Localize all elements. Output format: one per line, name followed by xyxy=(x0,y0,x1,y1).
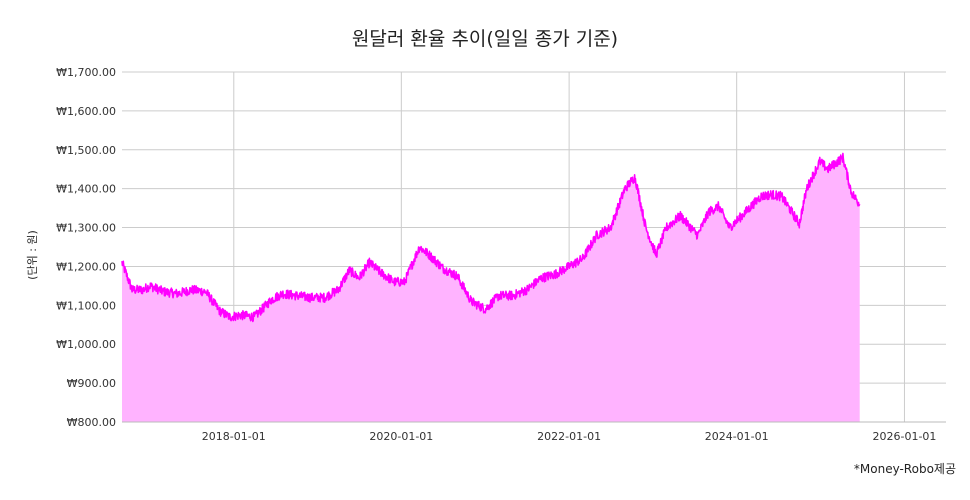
x-tick-label: 2026-01-01 xyxy=(872,430,936,443)
y-tick-label: ₩1,100.00 xyxy=(56,299,116,312)
x-tick-label: 2020-01-01 xyxy=(369,430,433,443)
y-tick-label: ₩900.00 xyxy=(67,377,116,390)
y-tick-label: ₩1,000.00 xyxy=(56,338,116,351)
series-fill xyxy=(122,153,860,422)
chart-title: 원달러 환율 추이(일일 종가 기준) xyxy=(351,28,619,50)
series-area xyxy=(121,152,861,422)
x-tick-label: 2018-01-01 xyxy=(202,430,266,443)
y-tick-label: ₩1,500.00 xyxy=(56,144,116,157)
y-tick-label: ₩800.00 xyxy=(67,416,116,429)
y-tick-label: ₩1,700.00 xyxy=(56,66,116,79)
axes: ₩800.00 ₩900.00 ₩1,000.00 ₩1,100.00 ₩1,200.0… xyxy=(56,66,946,443)
x-tick-label: 2022-01-01 xyxy=(537,430,601,443)
y-tick-label: ₩1,400.00 xyxy=(56,183,116,196)
x-tick-label: 2024-01-01 xyxy=(705,430,769,443)
y-tick-label: ₩1,300.00 xyxy=(56,222,116,235)
y-tick-label: ₩1,600.00 xyxy=(56,105,116,118)
series-line xyxy=(121,152,861,323)
y-tick-label: ₩1,200.00 xyxy=(56,260,116,273)
source-note: *Money-Robo제공 xyxy=(853,462,956,476)
